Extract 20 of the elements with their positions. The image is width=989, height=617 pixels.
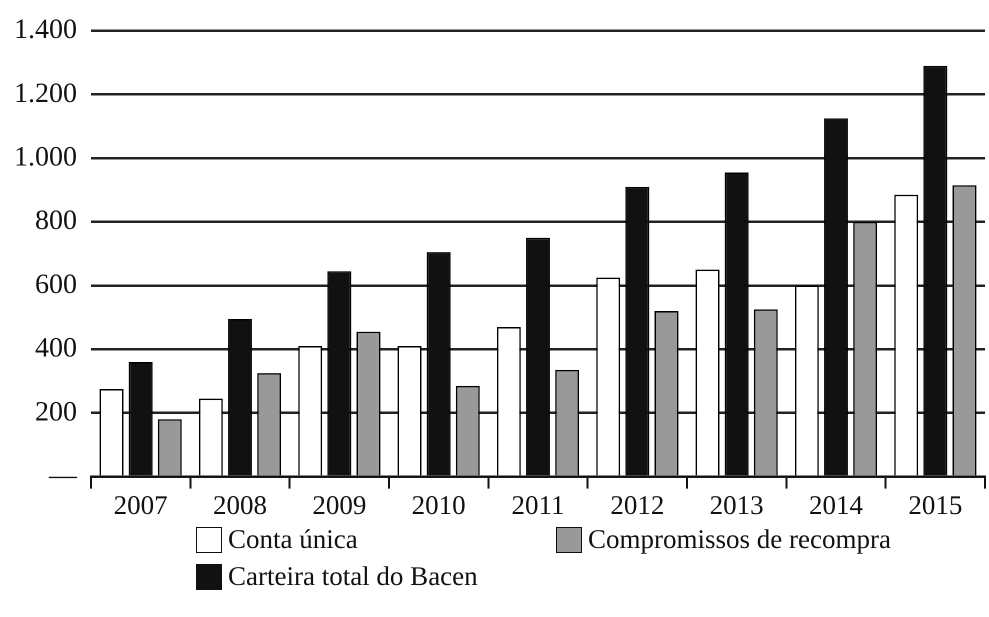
x-tick-label: 2015: [908, 490, 962, 520]
y-tick-label: 1.400: [14, 14, 77, 46]
legend-label: Compromissos de recompra: [588, 524, 891, 555]
y-tick-label: 1.000: [14, 142, 77, 173]
x-tick-label: 2010: [412, 490, 466, 520]
y-tick-label: 1.200: [14, 78, 77, 109]
x-tick-label: 2009: [312, 490, 366, 520]
y-tick-label: 200: [35, 396, 77, 428]
x-tick-label: 2008: [213, 490, 267, 520]
x-tick-label: 2011: [512, 490, 564, 520]
y-tick-label: —: [48, 460, 78, 491]
x-tick-label: 2013: [710, 490, 764, 520]
y-tick-label: 600: [35, 268, 77, 300]
x-tick-label: 2012: [610, 490, 664, 520]
legend-label: Conta única: [228, 524, 358, 555]
x-tick-label: 2007: [114, 490, 168, 520]
legend-label: Carteira total do Bacen: [228, 561, 478, 592]
y-tick-label: 400: [35, 332, 77, 364]
x-tick-label: 2014: [809, 490, 864, 520]
y-tick-label: 800: [35, 205, 77, 236]
